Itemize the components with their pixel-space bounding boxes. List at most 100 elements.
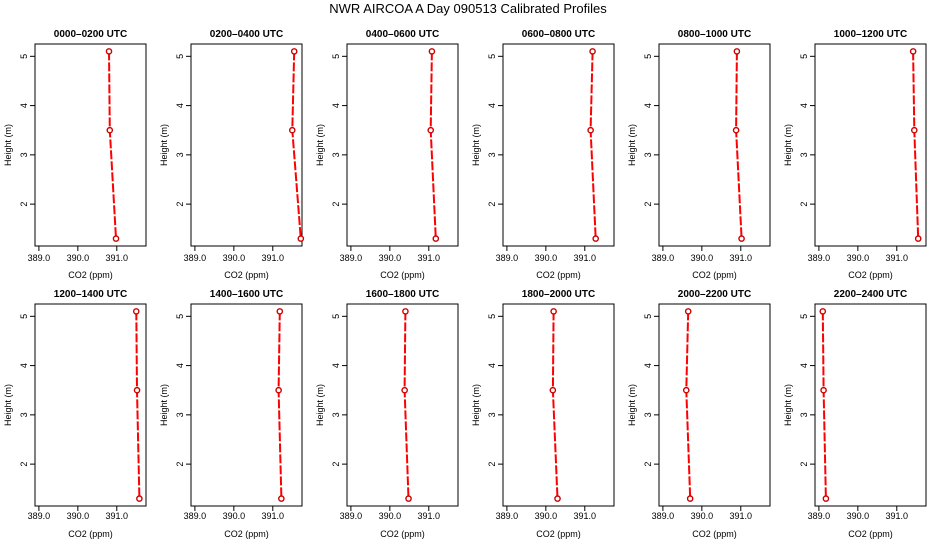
data-point <box>733 48 741 55</box>
y-tick-label: 3 <box>331 412 341 417</box>
data-point <box>106 126 114 134</box>
x-axis-label: CO2 (ppm) <box>692 529 737 539</box>
panels-group: 0000–0200 UTC 389.0 390.0 391.0 2 3 4 5 CO2 (ppm… <box>3 29 927 539</box>
data-point <box>738 235 745 242</box>
y-tick-label: 4 <box>331 363 341 368</box>
x-tick-label: 389.0 <box>652 253 675 263</box>
x-tick-label: 390.0 <box>67 253 90 263</box>
y-axis-label: Height (m) <box>627 124 637 166</box>
data-point <box>276 308 284 315</box>
y-tick-label: 5 <box>487 54 497 59</box>
y-tick-label: 5 <box>175 314 185 319</box>
y-tick-label: 5 <box>799 54 809 59</box>
y-tick-label: 4 <box>19 103 29 108</box>
x-tick-label: 389.0 <box>652 511 675 521</box>
panel-8: 1400–1600 UTC 389.0 390.0 391.0 2 3 4 5 CO2 (ppm… <box>159 289 303 539</box>
data-point <box>427 126 435 134</box>
data-point <box>682 386 690 394</box>
x-tick-label: 389.0 <box>340 253 363 263</box>
data-point <box>684 308 692 315</box>
profile-line <box>277 311 283 499</box>
data-point <box>732 126 740 134</box>
y-tick-label: 3 <box>799 152 809 157</box>
x-tick-label: 390.0 <box>535 253 558 263</box>
x-tick-label: 390.0 <box>379 253 402 263</box>
x-tick-label: 390.0 <box>379 511 402 521</box>
y-tick-label: 5 <box>331 314 341 319</box>
plot-frame <box>346 303 459 507</box>
y-tick-label: 4 <box>487 103 497 108</box>
x-tick-label: 391.0 <box>886 253 909 263</box>
panel-title: 1400–1600 UTC <box>210 289 283 300</box>
data-point <box>686 495 694 502</box>
plot-frame <box>346 43 459 247</box>
y-tick-label: 4 <box>175 363 185 368</box>
x-tick-label: 389.0 <box>808 253 831 263</box>
panel-12: 2200–2400 UTC 389.0 390.0 391.0 2 3 4 5 CO2 (ppm… <box>783 289 927 539</box>
y-tick-label: 4 <box>799 363 809 368</box>
panel-title: 0600–0800 UTC <box>522 29 595 40</box>
y-tick-label: 4 <box>19 363 29 368</box>
y-tick-label: 3 <box>643 412 653 417</box>
profile-line <box>291 51 302 239</box>
plot-frame <box>34 303 147 507</box>
panel-title: 0800–1000 UTC <box>678 29 751 40</box>
y-tick-label: 2 <box>487 202 497 207</box>
x-tick-label: 389.0 <box>496 253 519 263</box>
x-tick-label: 389.0 <box>28 253 51 263</box>
plot-frame <box>502 303 615 507</box>
y-axis-label: Height (m) <box>783 124 793 166</box>
y-tick-label: 5 <box>799 314 809 319</box>
data-point <box>133 386 141 394</box>
y-tick-label: 5 <box>331 54 341 59</box>
data-point <box>402 308 409 315</box>
data-point <box>550 308 557 315</box>
data-point <box>132 308 140 315</box>
x-axis-label: CO2 (ppm) <box>848 529 893 539</box>
data-point <box>136 495 143 502</box>
figure-title: NWR AIRCOA A Day 090513 Calibrated Profi… <box>329 1 607 16</box>
data-point <box>112 235 120 242</box>
y-tick-label: 5 <box>19 314 29 319</box>
x-tick-label: 389.0 <box>808 511 831 521</box>
y-tick-label: 3 <box>487 152 497 157</box>
panel-title: 0400–0600 UTC <box>366 29 439 40</box>
y-tick-label: 4 <box>799 103 809 108</box>
x-axis-label: CO2 (ppm) <box>224 270 269 280</box>
x-tick-label: 391.0 <box>418 511 441 521</box>
panel-10: 1800–2000 UTC 389.0 390.0 391.0 2 3 4 5 CO2 (ppm… <box>471 289 615 539</box>
plot-frame <box>658 43 771 247</box>
panel-5: 0800–1000 UTC 389.0 390.0 391.0 2 3 4 5 CO2 (ppm… <box>627 29 771 280</box>
x-tick-label: 390.0 <box>691 511 714 521</box>
y-tick-label: 5 <box>175 54 185 59</box>
y-tick-label: 3 <box>331 152 341 157</box>
data-point <box>914 235 922 242</box>
x-tick-label: 390.0 <box>223 511 246 521</box>
y-tick-label: 5 <box>19 54 29 59</box>
profile-line <box>108 51 117 239</box>
x-tick-label: 390.0 <box>535 511 558 521</box>
y-tick-label: 2 <box>19 462 29 467</box>
data-point <box>820 386 827 394</box>
x-axis-label: CO2 (ppm) <box>380 270 425 280</box>
plot-frame <box>502 43 615 247</box>
x-tick-label: 389.0 <box>28 511 51 521</box>
panel-title: 2200–2400 UTC <box>834 289 907 300</box>
x-tick-label: 391.0 <box>262 511 285 521</box>
panel-9: 1600–1800 UTC 389.0 390.0 391.0 2 3 4 5 CO2 (ppm… <box>315 289 459 539</box>
y-tick-label: 2 <box>643 202 653 207</box>
profile-line <box>403 311 410 499</box>
x-tick-label: 391.0 <box>262 253 285 263</box>
y-axis-label: Height (m) <box>3 124 13 166</box>
x-tick-label: 390.0 <box>847 511 870 521</box>
x-tick-label: 391.0 <box>106 511 129 521</box>
data-point <box>549 386 557 394</box>
x-tick-label: 391.0 <box>730 253 753 263</box>
x-tick-label: 390.0 <box>67 511 90 521</box>
y-tick-label: 4 <box>487 363 497 368</box>
x-tick-label: 389.0 <box>184 511 207 521</box>
profile-line <box>551 311 559 499</box>
y-axis-label: Height (m) <box>159 384 169 426</box>
